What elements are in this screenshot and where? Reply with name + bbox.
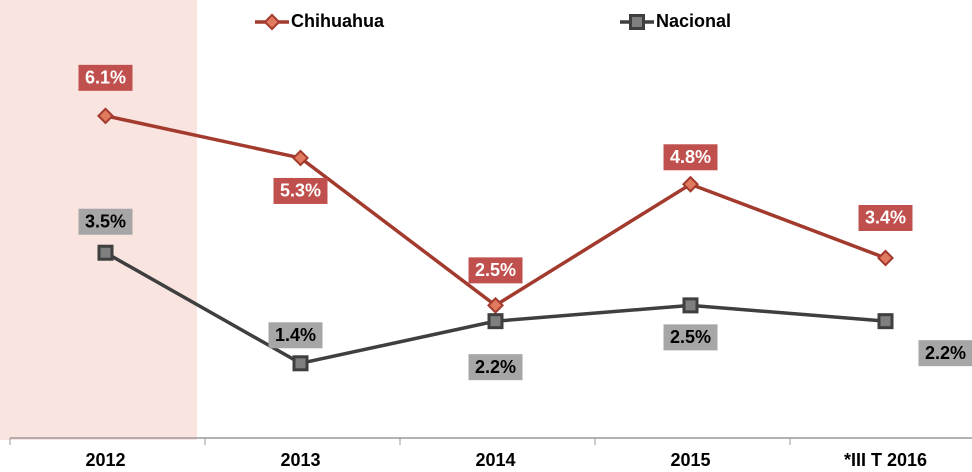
legend-marker xyxy=(263,13,281,31)
point xyxy=(292,149,309,167)
data-label: 2.2% xyxy=(925,343,966,363)
x-tick-label: 2012 xyxy=(85,450,125,470)
point xyxy=(682,175,699,193)
point xyxy=(877,313,894,330)
x-tick-label: 2015 xyxy=(670,450,710,470)
data-label-bg xyxy=(78,64,133,91)
data-label: 3.4% xyxy=(865,208,906,228)
x-tick-label: 2013 xyxy=(280,450,320,470)
legend-label: Nacional xyxy=(656,11,731,31)
data-label-bg xyxy=(858,204,913,231)
data-label-bg xyxy=(273,177,328,204)
data-label-bg xyxy=(663,324,718,351)
data-label-bg xyxy=(78,208,133,235)
point xyxy=(487,313,504,330)
point xyxy=(292,355,309,372)
point xyxy=(97,244,114,261)
data-label: 5.3% xyxy=(280,181,321,201)
point xyxy=(487,296,504,314)
x-tick-label: 2014 xyxy=(475,450,515,470)
data-label-bg xyxy=(468,354,523,381)
data-label: 2.5% xyxy=(475,260,516,280)
data-label-bg xyxy=(268,322,323,349)
data-label: 4.8% xyxy=(670,147,711,167)
point xyxy=(877,249,894,267)
data-label-bg xyxy=(918,340,972,367)
data-label: 1.4% xyxy=(275,325,316,345)
data-label-bg xyxy=(468,257,523,284)
data-label: 6.1% xyxy=(85,68,126,88)
point xyxy=(97,107,114,125)
data-label: 3.5% xyxy=(85,211,126,231)
data-label: 2.5% xyxy=(670,327,711,347)
x-tick-label: *III T 2016 xyxy=(844,450,927,470)
data-label: 2.2% xyxy=(475,357,516,377)
legend-label: Chihuahua xyxy=(291,11,385,31)
legend-marker xyxy=(629,14,645,30)
data-label-bg xyxy=(663,144,718,171)
point xyxy=(682,297,699,314)
